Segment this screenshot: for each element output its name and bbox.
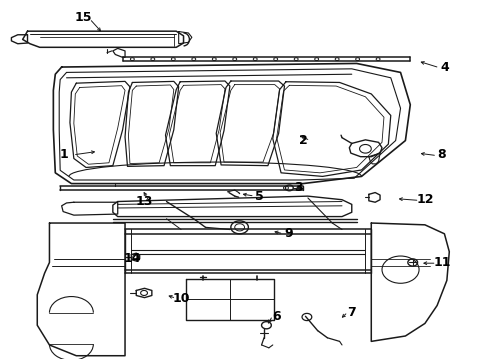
Text: 4: 4 bbox=[439, 60, 448, 73]
Text: 1: 1 bbox=[60, 148, 68, 161]
Text: 8: 8 bbox=[437, 148, 446, 161]
Text: 12: 12 bbox=[415, 193, 433, 206]
Text: 5: 5 bbox=[254, 190, 263, 203]
Text: 10: 10 bbox=[172, 292, 189, 305]
Text: 7: 7 bbox=[346, 306, 355, 319]
Text: 13: 13 bbox=[136, 195, 153, 208]
Text: 3: 3 bbox=[293, 181, 302, 194]
Text: 6: 6 bbox=[271, 310, 280, 323]
Text: 14: 14 bbox=[123, 252, 141, 265]
Text: 15: 15 bbox=[75, 12, 92, 24]
Text: 2: 2 bbox=[298, 134, 307, 147]
Text: 9: 9 bbox=[284, 227, 292, 240]
Text: 11: 11 bbox=[432, 256, 450, 269]
